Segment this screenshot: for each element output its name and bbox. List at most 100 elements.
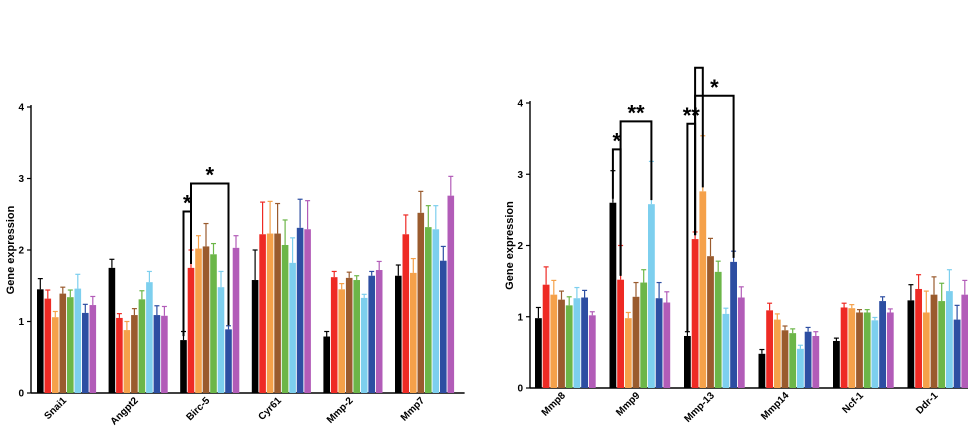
significance-bracket: [619, 120, 653, 276]
bar: [609, 202, 617, 388]
bar: [417, 212, 425, 393]
bar: [259, 234, 266, 393]
bar: [161, 315, 168, 393]
bar: [565, 305, 573, 388]
bar: [789, 333, 797, 388]
bar: [44, 298, 52, 393]
bar: [195, 248, 202, 393]
bar: [699, 191, 707, 388]
bar: [730, 261, 737, 388]
bar: [345, 277, 353, 393]
y-tick-label: 2: [18, 246, 24, 257]
y-tick-label: 3: [18, 174, 24, 185]
bar: [440, 260, 447, 393]
significance-label: *: [612, 128, 621, 153]
bar: [632, 296, 640, 388]
bar: [274, 233, 281, 393]
bar: [691, 239, 699, 388]
bar: [863, 312, 871, 388]
bar: [871, 320, 879, 388]
significance-label: *: [710, 75, 719, 100]
significance-label: *: [205, 163, 214, 188]
bar: [922, 312, 930, 388]
bar: [153, 315, 161, 393]
bar: [123, 330, 131, 393]
chart-left: 0 1 2 3 4 Gene expression Snai1 Angpt2 Birc-5 Cyr…: [5, 103, 465, 427]
y-axis-label: Gene expression: [504, 201, 516, 290]
bar: [804, 331, 812, 388]
bar: [67, 297, 74, 393]
bar: [758, 353, 766, 388]
bar: [217, 287, 225, 393]
y-tick-label: 0: [517, 384, 523, 395]
bar: [848, 308, 856, 388]
bar: [432, 229, 440, 393]
bar: [108, 267, 116, 393]
bar: [953, 319, 961, 388]
bar: [648, 204, 655, 388]
bar: [781, 330, 789, 388]
bar: [573, 298, 581, 388]
bar: [812, 335, 820, 388]
bar: [886, 312, 894, 388]
bar: [946, 291, 953, 388]
bar: [323, 336, 330, 393]
bar: [74, 288, 82, 393]
bar: [617, 279, 624, 388]
bar: [961, 294, 968, 388]
bar: [375, 270, 383, 393]
bar: [550, 294, 558, 388]
category-label: Mmp8: [540, 390, 569, 419]
bar: [266, 233, 274, 393]
bar: [353, 280, 360, 393]
bar: [395, 275, 402, 393]
bar: [138, 299, 146, 393]
bar: [722, 313, 730, 388]
bar: [707, 256, 714, 388]
bar: [52, 317, 59, 393]
bar: [338, 289, 345, 393]
bar: [304, 229, 311, 393]
y-axis-label: Gene expression: [5, 205, 17, 294]
bar: [82, 312, 89, 393]
bar: [368, 275, 375, 393]
bar: [59, 293, 67, 393]
y-tick-label: 3: [517, 170, 523, 181]
y-tick-label: 4: [517, 99, 523, 110]
bar: [410, 272, 417, 393]
significance-label: **: [683, 103, 701, 128]
bar: [624, 318, 632, 388]
bar: [737, 297, 745, 388]
bar: [251, 280, 259, 393]
significance-bracket: [694, 66, 704, 236]
y-tick-label: 1: [18, 317, 24, 328]
bar: [655, 298, 663, 388]
bar: [425, 227, 432, 393]
bar: [684, 335, 691, 388]
chart-right: 0 1 2 3 4 Gene expression Mmp8 Mmp9 Mmp-13 Mmp14 N…: [504, 66, 968, 425]
y-tick-label: 2: [517, 241, 523, 252]
bar: [714, 271, 722, 388]
bar: [131, 315, 138, 393]
bar: [535, 318, 542, 388]
category-label: Ddr-1: [914, 390, 941, 417]
bar: [360, 297, 368, 393]
significance-label: **: [627, 100, 645, 125]
y-tick-label: 4: [18, 103, 24, 114]
bar: [938, 301, 946, 388]
bar: [89, 305, 97, 393]
bar: [232, 247, 240, 393]
bar: [907, 300, 915, 388]
category-label: Birc-5: [184, 395, 212, 423]
bar: [225, 329, 232, 393]
bar: [915, 288, 922, 388]
bar: [296, 227, 304, 393]
category-label: Mmp9: [614, 390, 643, 419]
bar: [289, 262, 296, 393]
bar: [663, 302, 671, 388]
bar: [146, 282, 153, 393]
bar: [766, 310, 773, 388]
bar: [37, 289, 44, 393]
bar: [187, 267, 195, 393]
